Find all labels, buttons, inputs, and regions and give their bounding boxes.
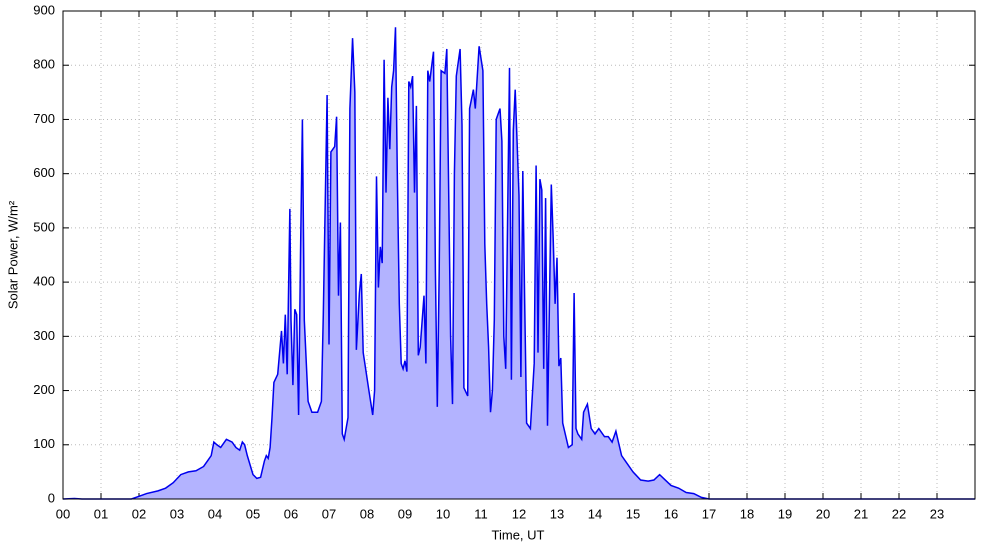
x-tick-label: 13 <box>550 506 564 521</box>
line <box>62 27 975 500</box>
x-tick-label: 10 <box>436 506 450 521</box>
x-axis-title: Time, UT <box>492 527 545 542</box>
y-tick-label: 400 <box>33 274 55 289</box>
x-tick-label: 12 <box>512 506 526 521</box>
x-tick-label: 06 <box>284 506 298 521</box>
x-tick-label: 23 <box>930 506 944 521</box>
x-tick-label: 17 <box>702 506 716 521</box>
x-tick-label: 16 <box>664 506 678 521</box>
x-tick-label: 20 <box>816 506 830 521</box>
x-tick-label: 01 <box>94 506 108 521</box>
y-tick-label: 600 <box>33 165 55 180</box>
x-tick-label: 11 <box>474 506 488 521</box>
x-tick-label: 21 <box>854 506 868 521</box>
x-tick-label: 04 <box>208 506 222 521</box>
y-tick-label: 300 <box>33 328 55 343</box>
x-tick-label: 02 <box>132 506 146 521</box>
x-tick-label: 03 <box>170 506 184 521</box>
plot-frame <box>62 10 976 500</box>
x-tick-label: 00 <box>56 506 70 521</box>
x-tick-label: 15 <box>626 506 640 521</box>
y-tick-label: 800 <box>33 57 55 72</box>
y-tick-label: 200 <box>33 382 55 397</box>
y-axis-title: Solar Power, W/m² <box>5 200 20 309</box>
y-tick-label: 500 <box>33 219 55 234</box>
x-tick-label: 14 <box>588 506 602 521</box>
y-tick-label: 700 <box>33 111 55 126</box>
y-tick-label: 100 <box>33 436 55 451</box>
x-tick-label: 19 <box>778 506 792 521</box>
x-tick-label: 18 <box>740 506 754 521</box>
x-tick-label: 07 <box>322 506 336 521</box>
x-tick-label: 08 <box>360 506 374 521</box>
x-tick-label: 22 <box>892 506 906 521</box>
y-tick-label: 0 <box>48 490 55 505</box>
x-tick-label: 05 <box>246 506 260 521</box>
x-tick-label: 09 <box>398 506 412 521</box>
y-tick-label: 900 <box>33 2 55 17</box>
